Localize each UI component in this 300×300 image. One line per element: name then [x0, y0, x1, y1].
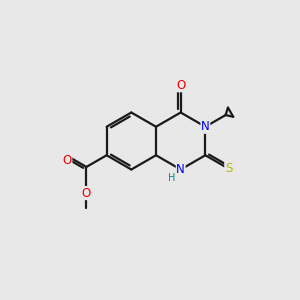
Text: O: O — [176, 79, 185, 92]
Text: N: N — [176, 163, 185, 176]
Text: H: H — [168, 173, 176, 183]
Text: S: S — [225, 162, 232, 175]
Text: O: O — [62, 154, 72, 167]
Text: N: N — [201, 120, 210, 133]
Text: O: O — [82, 187, 91, 200]
